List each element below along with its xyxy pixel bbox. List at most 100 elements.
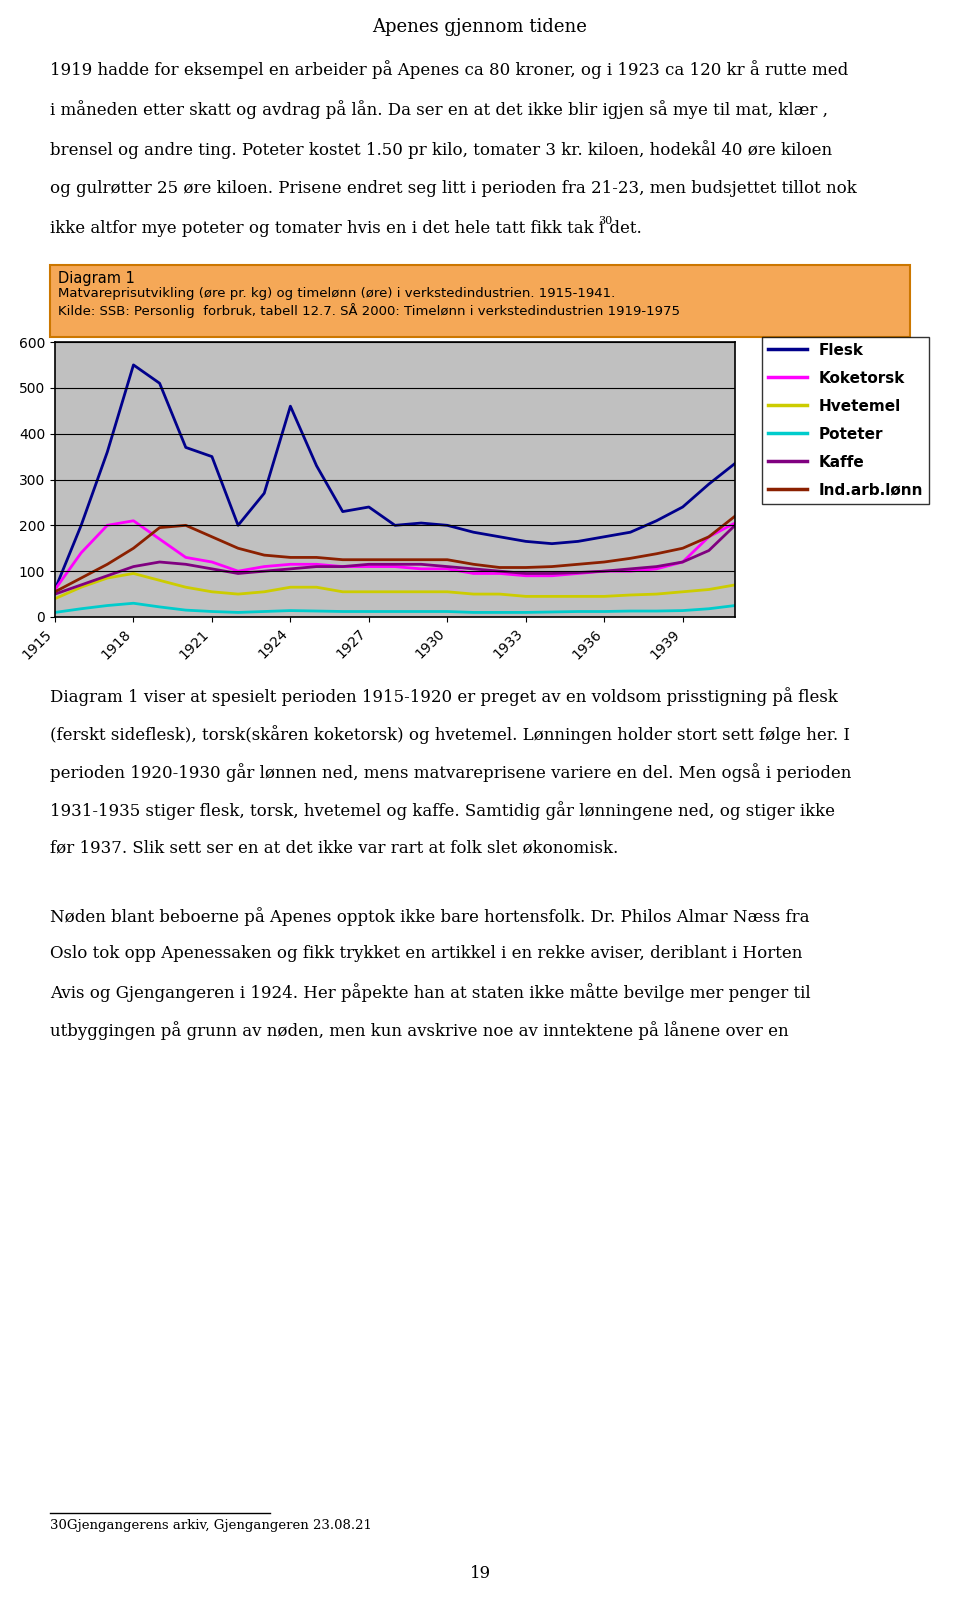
Line: Hvetemel: Hvetemel (55, 574, 735, 598)
Poteter (703, 598, 714, 618)
Poteter (572, 602, 584, 621)
Hvetemel (258, 582, 270, 602)
Line: Poteter: Poteter (55, 603, 735, 613)
Hvetemel (651, 584, 662, 603)
Flesk (625, 523, 636, 542)
Text: utbyggingen på grunn av nøden, men kun avskrive noe av inntektene på lånene over: utbyggingen på grunn av nøden, men kun a… (50, 1021, 788, 1040)
Poteter (730, 595, 741, 615)
Text: perioden 1920-1930 går lønnen ned, mens matvareprisene variere en del. Men også : perioden 1920-1930 går lønnen ned, mens … (50, 763, 852, 782)
Kaffe (703, 540, 714, 560)
Hvetemel (337, 582, 348, 602)
Hvetemel (572, 587, 584, 606)
Text: Nøden blant beboerne på Apenes opptok ikke bare hortensfolk. Dr. Philos Almar Næ: Nøden blant beboerne på Apenes opptok ik… (50, 907, 809, 926)
Koketorsk (180, 548, 192, 568)
Hvetemel (102, 568, 113, 587)
Poteter (102, 595, 113, 615)
Text: Kilde: SSB: Personlig  forbruk, tabell 12.7. SÅ 2000: Timelønn i verkstedindustr: Kilde: SSB: Personlig forbruk, tabell 12… (58, 303, 680, 318)
Kaffe (520, 565, 532, 584)
Hvetemel (520, 587, 532, 606)
Ind.arb.lønn (625, 548, 636, 568)
Poteter (258, 602, 270, 621)
Text: 30Gjengangerens arkiv, Gjengangeren 23.08.21: 30Gjengangerens arkiv, Gjengangeren 23.0… (50, 1519, 372, 1532)
Koketorsk (258, 556, 270, 576)
Kaffe (651, 556, 662, 576)
Hvetemel (677, 582, 688, 602)
Kaffe (625, 560, 636, 579)
Koketorsk (311, 555, 323, 574)
Ind.arb.lønn (416, 550, 427, 569)
Ind.arb.lønn (468, 555, 479, 574)
Kaffe (572, 563, 584, 582)
Koketorsk (598, 561, 610, 581)
Hvetemel (76, 577, 87, 597)
Koketorsk (730, 513, 741, 532)
Text: 1931-1935 stiger flesk, torsk, hvetemel og kaffe. Samtidig går lønningene ned, o: 1931-1935 stiger flesk, torsk, hvetemel … (50, 802, 835, 819)
Ind.arb.lønn (520, 558, 532, 577)
Flesk (442, 516, 453, 536)
Koketorsk (651, 560, 662, 579)
Flesk (363, 497, 374, 516)
Ind.arb.lønn (389, 550, 400, 569)
Text: (ferskt sideflesk), torsk(skåren koketorsk) og hvetemel. Lønningen holder stort : (ferskt sideflesk), torsk(skåren koketor… (50, 724, 850, 744)
Flesk (703, 474, 714, 494)
Hvetemel (416, 582, 427, 602)
Flesk (49, 579, 60, 598)
Kaffe (468, 560, 479, 579)
Flesk (416, 513, 427, 532)
Text: 19: 19 (469, 1565, 491, 1582)
Poteter (468, 603, 479, 623)
Text: Oslo tok opp Apenessaken og fikk trykket en artikkel i en rekke aviser, deriblan: Oslo tok opp Apenessaken og fikk trykket… (50, 945, 803, 961)
Koketorsk (389, 556, 400, 576)
Kaffe (311, 556, 323, 576)
Kaffe (180, 555, 192, 574)
Legend: Flesk, Koketorsk, Hvetemel, Poteter, Kaffe, Ind.arb.lønn: Flesk, Koketorsk, Hvetemel, Poteter, Kaf… (762, 337, 929, 503)
Text: Diagram 1 viser at spesielt perioden 1915-1920 er preget av en voldsom prisstign: Diagram 1 viser at spesielt perioden 191… (50, 687, 838, 706)
Ind.arb.lønn (128, 539, 139, 558)
Poteter (128, 594, 139, 613)
Flesk (128, 355, 139, 374)
Line: Ind.arb.lønn: Ind.arb.lønn (55, 516, 735, 592)
Poteter (442, 602, 453, 621)
Poteter (493, 603, 505, 623)
Poteter (651, 602, 662, 621)
Flesk (206, 447, 218, 466)
Hvetemel (468, 584, 479, 603)
Text: Diagram 1: Diagram 1 (58, 271, 134, 286)
Koketorsk (520, 566, 532, 586)
Text: Apenes gjennom tidene: Apenes gjennom tidene (372, 18, 588, 35)
Koketorsk (416, 560, 427, 579)
Flesk (677, 497, 688, 516)
Flesk (258, 484, 270, 503)
Ind.arb.lønn (337, 550, 348, 569)
Hvetemel (284, 577, 296, 597)
Hvetemel (363, 582, 374, 602)
Koketorsk (337, 556, 348, 576)
Kaffe (389, 555, 400, 574)
Ind.arb.lønn (102, 555, 113, 574)
Koketorsk (363, 556, 374, 576)
Hvetemel (730, 576, 741, 595)
Poteter (206, 602, 218, 621)
Ind.arb.lønn (546, 556, 558, 576)
Kaffe (102, 566, 113, 586)
Kaffe (76, 576, 87, 595)
Hvetemel (598, 587, 610, 606)
Poteter (284, 602, 296, 621)
Flesk (651, 511, 662, 531)
Hvetemel (154, 571, 165, 590)
Koketorsk (49, 579, 60, 598)
Hvetemel (389, 582, 400, 602)
Text: 1919 hadde for eksempel en arbeider på Apenes ca 80 kroner, og i 1923 ca 120 kr : 1919 hadde for eksempel en arbeider på A… (50, 60, 849, 79)
Poteter (520, 603, 532, 623)
Flesk (311, 456, 323, 476)
Poteter (337, 602, 348, 621)
Koketorsk (102, 516, 113, 536)
Ind.arb.lønn (703, 527, 714, 547)
Koketorsk (572, 565, 584, 584)
Text: brensel og andre ting. Poteter kostet 1.50 pr kilo, tomater 3 kr. kiloen, hodekå: brensel og andre ting. Poteter kostet 1.… (50, 140, 832, 160)
Ind.arb.lønn (180, 516, 192, 536)
Hvetemel (180, 577, 192, 597)
Poteter (625, 602, 636, 621)
Line: Flesk: Flesk (55, 365, 735, 589)
Hvetemel (546, 587, 558, 606)
